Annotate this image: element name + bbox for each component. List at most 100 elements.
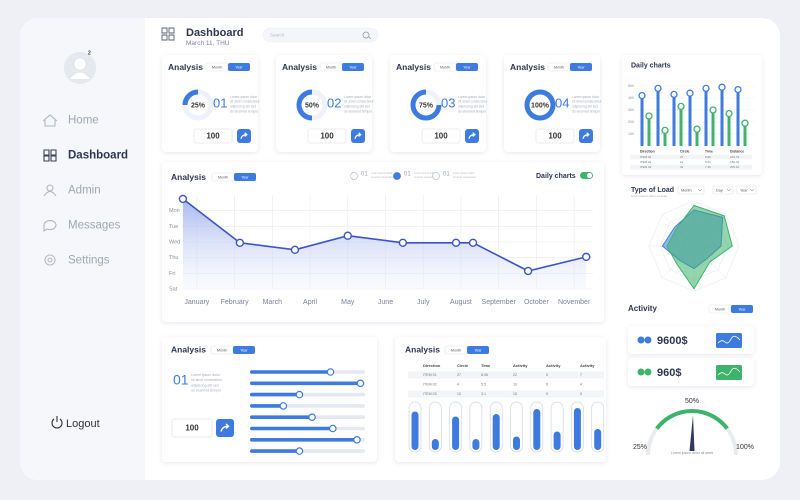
lorem-text: sit amet consectetur [230, 100, 260, 104]
dropdown[interactable] [712, 185, 734, 195]
sparkline-box [716, 365, 742, 380]
line-point [582, 252, 591, 262]
toggle-year[interactable] [731, 305, 753, 313]
dropdown[interactable] [677, 185, 705, 195]
bar-cap [686, 89, 694, 97]
donut-arc [182, 89, 199, 106]
slider-handle[interactable] [328, 424, 337, 433]
lorem-text: do eiusmod tempor [191, 389, 222, 393]
table-header: Time [481, 363, 491, 368]
lorem-text: Lorem ipsum dolor [230, 95, 258, 99]
arrow-button[interactable] [579, 129, 593, 143]
arrow-button[interactable] [465, 129, 479, 143]
search-box[interactable] [262, 27, 379, 43]
toggle-year[interactable] [342, 63, 364, 71]
table-header: Distance [730, 149, 744, 153]
bar [656, 88, 660, 146]
capsule-fill [573, 408, 581, 450]
bar [704, 88, 708, 146]
capsule-fill [472, 439, 480, 450]
table-cell: 205.10 [730, 165, 740, 169]
slider-handle[interactable] [308, 413, 316, 422]
slider-handle[interactable] [295, 390, 304, 399]
slider-fill [250, 370, 331, 374]
arrow-button[interactable] [237, 129, 251, 143]
toggle-year[interactable] [228, 63, 250, 71]
coin-icon [644, 336, 652, 344]
table-cell: ITEM 03 [423, 392, 437, 396]
value-text: 100 [434, 132, 448, 141]
slider-handle[interactable] [279, 402, 288, 410]
x-tick-label: November [558, 299, 591, 306]
table-header: Time [705, 149, 713, 153]
legend-text: Lorem ipsum dolor [371, 171, 393, 175]
legend-text: sit amet consectetur [414, 175, 437, 179]
table-header: Circle [457, 363, 469, 368]
lorem-text: adipiscing elit sed [344, 104, 370, 108]
value-box [307, 128, 347, 144]
arrow-button[interactable] [216, 419, 234, 437]
legend-radio[interactable] [432, 172, 440, 180]
card-title: Analysis [405, 344, 440, 354]
toggle-year[interactable] [467, 346, 489, 354]
menu-item: Home [68, 115, 99, 127]
y-tick-label: Tue [169, 224, 178, 230]
table-cell: 180.40 [730, 160, 740, 164]
slider-handle[interactable] [295, 447, 304, 455]
bar [695, 129, 699, 146]
y-tick-label: 200 [628, 120, 634, 124]
lorem-text: do eiusmod tempor [572, 109, 601, 113]
legend-radio[interactable] [393, 172, 401, 180]
slider-handle[interactable] [353, 435, 361, 444]
table-cell: 27 [680, 155, 684, 159]
legend-radio[interactable] [350, 172, 358, 180]
menu-icon [44, 254, 56, 266]
line-point [468, 238, 478, 247]
arrow-button[interactable] [351, 129, 365, 143]
search-icon [362, 31, 372, 40]
logout-icon[interactable] [51, 416, 63, 429]
x-tick-label: October [524, 299, 550, 306]
toggle-label: Month [451, 348, 461, 352]
slider-fill [250, 415, 313, 419]
legend-text: Lorem ipsum dolor [414, 171, 436, 175]
toggle-label: Month [212, 65, 222, 69]
bar-cap [734, 85, 742, 94]
header-date: March 11, THU [186, 40, 230, 47]
toggle-year[interactable] [233, 346, 255, 354]
capsule-fill [594, 429, 602, 450]
table-cell: ITEM 02 [640, 160, 652, 164]
area [182, 198, 587, 289]
slider-handle[interactable] [356, 379, 365, 388]
legend-label: 01 [361, 172, 368, 178]
lorem-text: sit amet consectetur [191, 378, 223, 382]
value-text: 100 [185, 424, 199, 433]
toggle-label: Year [463, 65, 471, 69]
switch-label: Daily charts [536, 173, 576, 180]
card-number: 02 [327, 95, 341, 110]
lorem-text: Lorem ipsum dolor [572, 95, 600, 99]
dropdown[interactable] [736, 185, 757, 195]
slider-handle[interactable] [326, 368, 335, 376]
card [162, 337, 377, 462]
capsule-track [469, 401, 483, 453]
y-tick-label: 400 [628, 96, 634, 100]
toggle-year[interactable] [456, 63, 478, 71]
capsule-fill [411, 411, 419, 450]
lorem-text: do eiusmod tempor [344, 109, 373, 113]
table-cell: ITEM 03 [640, 165, 652, 169]
arrow-icon [468, 132, 476, 139]
avatar-head [74, 58, 86, 70]
table-cell: 32 [680, 165, 684, 169]
toggle-year[interactable] [570, 63, 592, 71]
gauge-label: 100% [736, 444, 754, 451]
donut-arc [410, 89, 442, 121]
toggle-label: Year [240, 348, 248, 352]
line-point [451, 238, 461, 247]
slider-fill [250, 449, 300, 453]
line-point [523, 266, 533, 276]
toggle-label: Month [218, 175, 228, 179]
card-number: 01 [213, 95, 227, 110]
toggle-year[interactable] [234, 173, 256, 181]
dropdown-caret [697, 188, 703, 192]
